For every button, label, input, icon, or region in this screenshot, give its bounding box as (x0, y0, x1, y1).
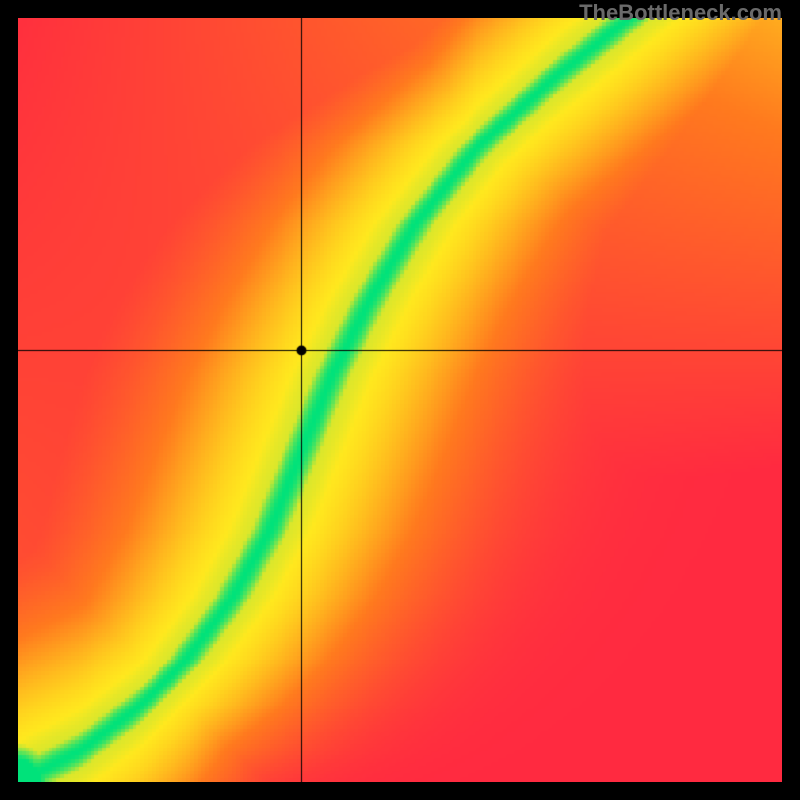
watermark-text: TheBottleneck.com (579, 0, 782, 26)
chart-container: TheBottleneck.com (0, 0, 800, 800)
bottleneck-heatmap (18, 18, 782, 782)
